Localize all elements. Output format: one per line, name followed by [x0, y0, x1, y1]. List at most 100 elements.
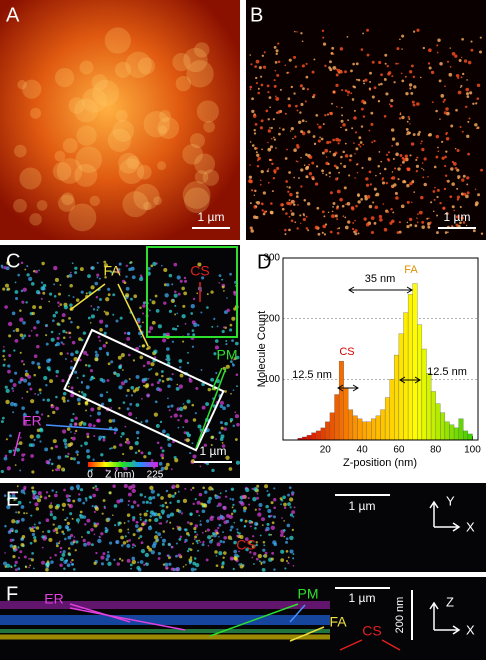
- texture: [54, 505, 59, 510]
- texture: [250, 189, 254, 192]
- texture: [474, 188, 477, 191]
- texture: [35, 526, 40, 530]
- texture: [186, 399, 191, 404]
- texture: [50, 502, 53, 505]
- label-pm: PM: [217, 347, 238, 363]
- texture: [145, 419, 149, 423]
- texture: [373, 221, 377, 225]
- texture: [437, 38, 441, 42]
- texture: [99, 393, 104, 398]
- texture: [476, 126, 480, 130]
- texture: [195, 510, 199, 514]
- texture: [35, 410, 39, 414]
- texture: [239, 564, 244, 569]
- texture: [470, 40, 473, 43]
- texture: [39, 495, 43, 499]
- texture: [7, 494, 12, 498]
- texture: [57, 292, 62, 296]
- texture: [342, 150, 345, 154]
- texture: [396, 231, 400, 234]
- texture: [163, 267, 168, 272]
- texture: [144, 552, 150, 558]
- texture: [285, 559, 289, 563]
- texture: [21, 517, 25, 522]
- texture: [406, 224, 410, 229]
- bar: [463, 430, 469, 441]
- texture: [171, 484, 176, 489]
- texture: [100, 555, 105, 560]
- texture: [360, 197, 363, 201]
- texture: [142, 364, 146, 368]
- texture: [4, 454, 8, 458]
- texture: [53, 283, 56, 286]
- texture: [390, 99, 394, 103]
- texture: [75, 298, 80, 302]
- texture: [391, 75, 394, 78]
- texture: [7, 369, 11, 374]
- texture: [417, 132, 421, 136]
- texture: [75, 540, 79, 544]
- texture: [429, 221, 432, 224]
- texture: [331, 214, 335, 218]
- texture: [265, 109, 269, 113]
- bar: [458, 418, 464, 441]
- texture: [82, 501, 86, 505]
- texture: [139, 518, 142, 521]
- texture: [147, 451, 152, 456]
- texture: [96, 418, 101, 423]
- texture: [256, 492, 259, 495]
- texture: [264, 484, 269, 489]
- texture: [210, 515, 214, 519]
- texture: [152, 496, 156, 500]
- texture: [273, 171, 277, 174]
- texture: [85, 449, 90, 454]
- texture: [454, 54, 458, 58]
- texture: [161, 538, 167, 543]
- texture: [244, 519, 248, 523]
- texture: [99, 319, 104, 324]
- texture: [72, 541, 76, 544]
- texture: [214, 494, 219, 500]
- texture: [59, 284, 62, 286]
- texture: [30, 558, 34, 562]
- texture: [59, 557, 64, 562]
- texture: [118, 365, 122, 370]
- texture: [74, 416, 78, 420]
- texture: [303, 131, 305, 133]
- texture: [459, 86, 462, 89]
- texture: [362, 115, 366, 118]
- texture: [361, 107, 364, 111]
- texture: [58, 540, 61, 543]
- texture: [261, 517, 266, 522]
- texture: [361, 166, 364, 170]
- texture: [68, 203, 97, 232]
- axis-label: Y: [446, 493, 455, 508]
- texture: [337, 142, 340, 145]
- texture: [283, 502, 287, 507]
- texture: [336, 205, 339, 208]
- panel-label: B: [250, 4, 263, 26]
- texture: [43, 375, 48, 381]
- texture: [217, 502, 222, 507]
- texture: [90, 305, 93, 308]
- texture: [251, 487, 254, 491]
- texture: [149, 501, 152, 505]
- texture: [153, 349, 158, 354]
- texture: [244, 537, 249, 541]
- texture: [68, 294, 70, 297]
- texture: [167, 542, 171, 547]
- texture: [388, 103, 391, 106]
- texture: [363, 82, 366, 85]
- texture: [392, 211, 395, 214]
- texture: [322, 224, 327, 229]
- texture: [303, 214, 305, 217]
- texture: [20, 261, 24, 265]
- texture: [194, 535, 198, 539]
- texture: [126, 336, 131, 341]
- texture: [135, 430, 140, 435]
- texture: [406, 200, 410, 204]
- texture: [150, 550, 155, 555]
- texture: [276, 73, 280, 77]
- texture: [176, 499, 181, 504]
- texture: [336, 228, 339, 230]
